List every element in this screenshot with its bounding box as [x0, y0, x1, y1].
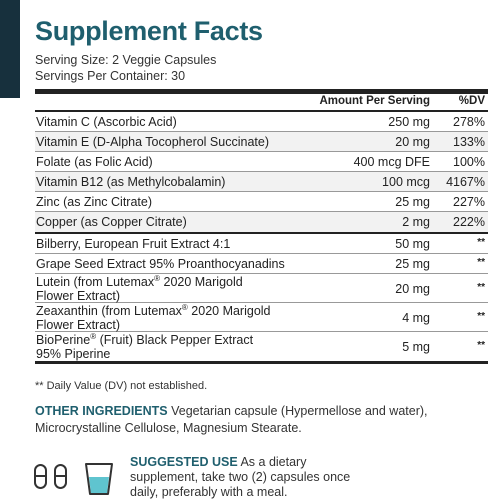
nutrient-amount: 250 mg — [388, 115, 430, 129]
nutrient-name: Zinc (as Zinc Citrate) — [36, 195, 152, 209]
nutrient-name: Vitamin C (Ascorbic Acid) — [36, 115, 177, 129]
ingredient-name: Lutein (from Lutemax® 2020 Marigold Flowe… — [36, 273, 243, 303]
ingredient-name: Grape Seed Extract 95% Proanthocyanadins — [36, 257, 285, 271]
nutrient-name: Vitamin E (D-Alpha Tocopherol Succinate) — [36, 135, 269, 149]
footnote: ** Daily Value (DV) not established. — [35, 380, 208, 392]
table-row: BioPerine® (Fruit) Black Pepper Extract 9… — [35, 332, 488, 361]
ingredient-name-part: Flower Extract) — [36, 318, 121, 332]
nutrient-dv: 278% — [453, 115, 485, 129]
other-ingredients-label: OTHER INGREDIENTS — [35, 404, 168, 418]
ingredient-name-part: Flower Extract) — [36, 289, 121, 303]
suggested-use-label: SUGGESTED USE — [130, 455, 238, 469]
header-dv: %DV — [458, 95, 485, 107]
ingredient-dv: ** — [477, 257, 485, 268]
page-title: Supplement Facts — [35, 16, 263, 46]
ingredient-name-part: 95% Piperine — [36, 347, 111, 361]
bottom-rule — [35, 361, 488, 364]
corner-band — [0, 0, 20, 98]
ingredient-name: Bilberry, European Fruit Extract 4:1 — [36, 237, 231, 251]
nutrient-name: Folate (as Folic Acid) — [36, 155, 153, 169]
ingredient-dv: ** — [477, 237, 485, 248]
nutrient-dv: 133% — [453, 135, 485, 149]
capsule-icon — [54, 464, 67, 489]
ingredient-name-part: Lutein (from Lutemax — [36, 275, 155, 289]
table-row: Zeaxanthin (from Lutemax® 2020 Marigold F… — [35, 303, 488, 332]
section-rule — [35, 232, 488, 234]
table-row: Grape Seed Extract 95% Proanthocyanadins… — [35, 254, 488, 274]
nutrient-amount: 20 mg — [395, 135, 430, 149]
ingredient-name-part: (Fruit) Black Pepper Extract — [96, 333, 254, 347]
nutrient-dv: 222% — [453, 215, 485, 229]
nutrient-name: Copper (as Copper Citrate) — [36, 215, 187, 229]
other-ingredients-text: Vegetarian capsule (Hypermellose and wat… — [35, 404, 428, 435]
ingredient-name: BioPerine® (Fruit) Black Pepper Extract 9… — [36, 331, 254, 361]
ingredient-name-part: 2020 Marigold — [187, 304, 271, 318]
registered-mark: ® — [154, 273, 161, 283]
ingredient-dv: ** — [477, 282, 485, 293]
ingredient-dv: ** — [477, 340, 485, 351]
cup-of-water-icon — [85, 463, 113, 495]
serving-size: Serving Size: 2 Veggie Capsules — [35, 53, 217, 67]
header-rule — [35, 110, 488, 112]
suggested-use-text: As a dietary supplement, take two (2) ca… — [130, 455, 351, 499]
capsule-icon — [34, 464, 47, 489]
table-row: Vitamin B12 (as Methylcobalamin) 100 mcg… — [35, 172, 488, 192]
nutrient-amount: 100 mcg — [382, 175, 430, 189]
nutrient-amount: 2 mg — [402, 215, 430, 229]
ingredient-amount: 5 mg — [402, 340, 430, 354]
table-header: Amount Per Serving %DV — [35, 94, 488, 110]
table-row: Lutein (from Lutemax® 2020 Marigold Flowe… — [35, 274, 488, 303]
table-row: Vitamin C (Ascorbic Acid) 250 mg 278% — [35, 112, 488, 132]
ingredient-amount: 4 mg — [402, 311, 430, 325]
nutrient-name: Vitamin B12 (as Methylcobalamin) — [36, 175, 226, 189]
top-rule — [35, 89, 488, 94]
registered-mark: ® — [181, 302, 188, 312]
nutrient-amount: 400 mcg DFE — [353, 155, 430, 169]
ingredient-name-part: Zeaxanthin (from Lutemax — [36, 304, 182, 318]
ingredient-amount: 25 mg — [395, 257, 430, 271]
ingredient-dv: ** — [477, 311, 485, 322]
table-row: Bilberry, European Fruit Extract 4:1 50 … — [35, 234, 488, 254]
servings-per-container: Servings Per Container: 30 — [35, 69, 186, 83]
table-row: Vitamin E (D-Alpha Tocopherol Succinate)… — [35, 132, 488, 152]
ingredient-name-part: 2020 Marigold — [160, 275, 243, 289]
registered-mark: ® — [90, 331, 97, 341]
table-row: Zinc (as Zinc Citrate) 25 mg 227% — [35, 192, 488, 212]
nutrient-dv: 4167% — [446, 175, 485, 189]
suggested-use: SUGGESTED USE As a dietary supplement, t… — [130, 455, 370, 500]
table-row: Copper (as Copper Citrate) 2 mg 222% — [35, 212, 488, 232]
other-ingredients: OTHER INGREDIENTS Vegetarian capsule (Hy… — [35, 403, 485, 437]
table-row: Folate (as Folic Acid) 400 mcg DFE 100% — [35, 152, 488, 172]
usage-icons — [34, 460, 114, 500]
header-amount: Amount Per Serving — [319, 95, 430, 107]
ingredient-amount: 20 mg — [395, 282, 430, 296]
nutrient-dv: 227% — [453, 195, 485, 209]
nutrient-dv: 100% — [453, 155, 485, 169]
ingredient-name: Zeaxanthin (from Lutemax® 2020 Marigold F… — [36, 302, 271, 332]
nutrient-amount: 25 mg — [395, 195, 430, 209]
ingredient-amount: 50 mg — [395, 237, 430, 251]
supplement-table: Amount Per Serving %DV Vitamin C (Ascorb… — [35, 94, 488, 364]
ingredient-name-part: BioPerine — [36, 333, 91, 347]
serving-info: Serving Size: 2 Veggie Capsules Servings… — [35, 52, 216, 84]
